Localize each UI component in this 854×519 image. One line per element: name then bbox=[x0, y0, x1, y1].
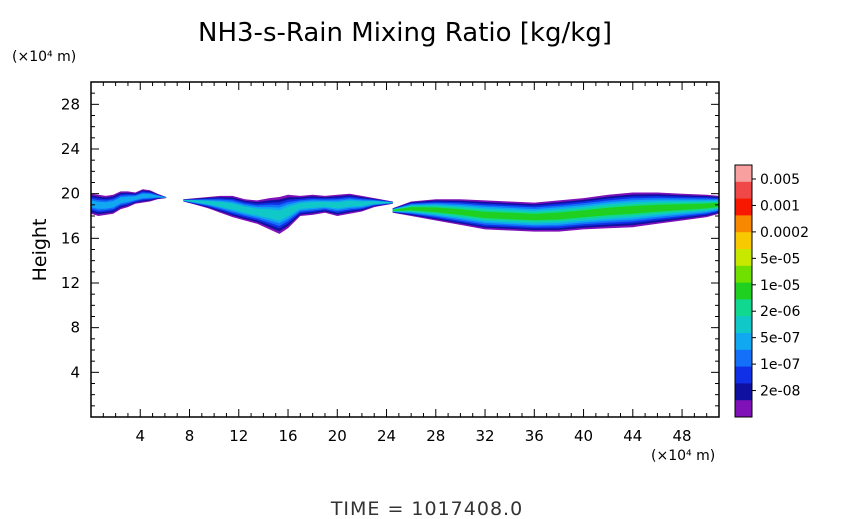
colorbar-label: 2e-06 bbox=[760, 304, 800, 320]
colorbar-swatch bbox=[735, 299, 752, 317]
colorbar-swatch bbox=[735, 215, 752, 233]
x-tick-label: 40 bbox=[574, 427, 593, 445]
colorbar-label: 0.005 bbox=[760, 172, 800, 188]
x-tick-label: 36 bbox=[525, 427, 544, 445]
colorbar-label: 0.0002 bbox=[760, 225, 809, 241]
x-tick-label: 28 bbox=[426, 427, 445, 445]
colorbar-label: 0.001 bbox=[760, 198, 800, 214]
mixing-ratio-region-0-level-4 bbox=[91, 193, 167, 209]
x-tick-label: 8 bbox=[185, 427, 195, 445]
colorbar-swatch bbox=[735, 366, 752, 384]
colorbar-label: 1e-07 bbox=[760, 357, 800, 373]
colorbar-label: 5e-05 bbox=[760, 251, 800, 267]
colorbar-swatch bbox=[735, 349, 752, 368]
colorbar-label: 5e-07 bbox=[760, 331, 800, 347]
y-tick-label: 4 bbox=[70, 363, 80, 381]
y-tick-label: 8 bbox=[70, 319, 80, 337]
colorbar-swatch bbox=[735, 316, 752, 334]
y-axis-label: Height bbox=[29, 219, 51, 282]
time-label: TIME = 1017408.0 bbox=[330, 498, 523, 519]
x-tick-label: 12 bbox=[229, 427, 248, 445]
x-tick-label: 20 bbox=[328, 427, 347, 445]
chart-title: NH3-s-Rain Mixing Ratio [kg/kg] bbox=[198, 18, 612, 48]
plot-area bbox=[91, 189, 719, 234]
y-tick-label: 20 bbox=[61, 185, 80, 203]
colorbar-swatch bbox=[735, 333, 752, 351]
mixing-ratio-region-1-level-5 bbox=[183, 200, 393, 221]
y-axis-unit: (×10⁴ m) bbox=[12, 49, 76, 65]
y-tick-label: 12 bbox=[61, 274, 80, 292]
colorbar-swatch bbox=[735, 232, 752, 250]
colorbar-frame bbox=[734, 164, 753, 418]
colorbar-swatch bbox=[735, 400, 752, 418]
x-tick-label: 16 bbox=[278, 427, 297, 445]
colorbar-swatch bbox=[735, 265, 752, 284]
y-tick-label: 16 bbox=[61, 229, 80, 247]
colorbar-label: 2e-08 bbox=[760, 384, 800, 400]
colorbar-label: 1e-05 bbox=[760, 278, 800, 294]
colorbar: 0.005 0.001 0.0002 5e-05 1e-05 2e-06 5e-07 1e-0… bbox=[734, 164, 809, 418]
y-tick-label: 24 bbox=[61, 140, 80, 158]
x-axis-unit: (×10⁴ m) bbox=[651, 448, 715, 464]
colorbar-swatch bbox=[735, 165, 752, 183]
colorbar-swatch bbox=[735, 383, 752, 401]
colorbar-swatch bbox=[735, 198, 752, 216]
colorbar-swatch bbox=[735, 249, 752, 267]
x-tick-label: 24 bbox=[377, 427, 396, 445]
plot-frame bbox=[90, 81, 720, 418]
x-tick-label: 32 bbox=[475, 427, 494, 445]
mixing-ratio-region-2-level-7 bbox=[392, 202, 719, 221]
colorbar-swatch bbox=[735, 181, 752, 200]
y-tick-label: 28 bbox=[61, 95, 80, 113]
x-tick-label: 4 bbox=[135, 427, 145, 445]
x-tick-label: 48 bbox=[673, 427, 692, 445]
x-tick-label: 44 bbox=[623, 427, 642, 445]
colorbar-swatch bbox=[735, 282, 752, 300]
